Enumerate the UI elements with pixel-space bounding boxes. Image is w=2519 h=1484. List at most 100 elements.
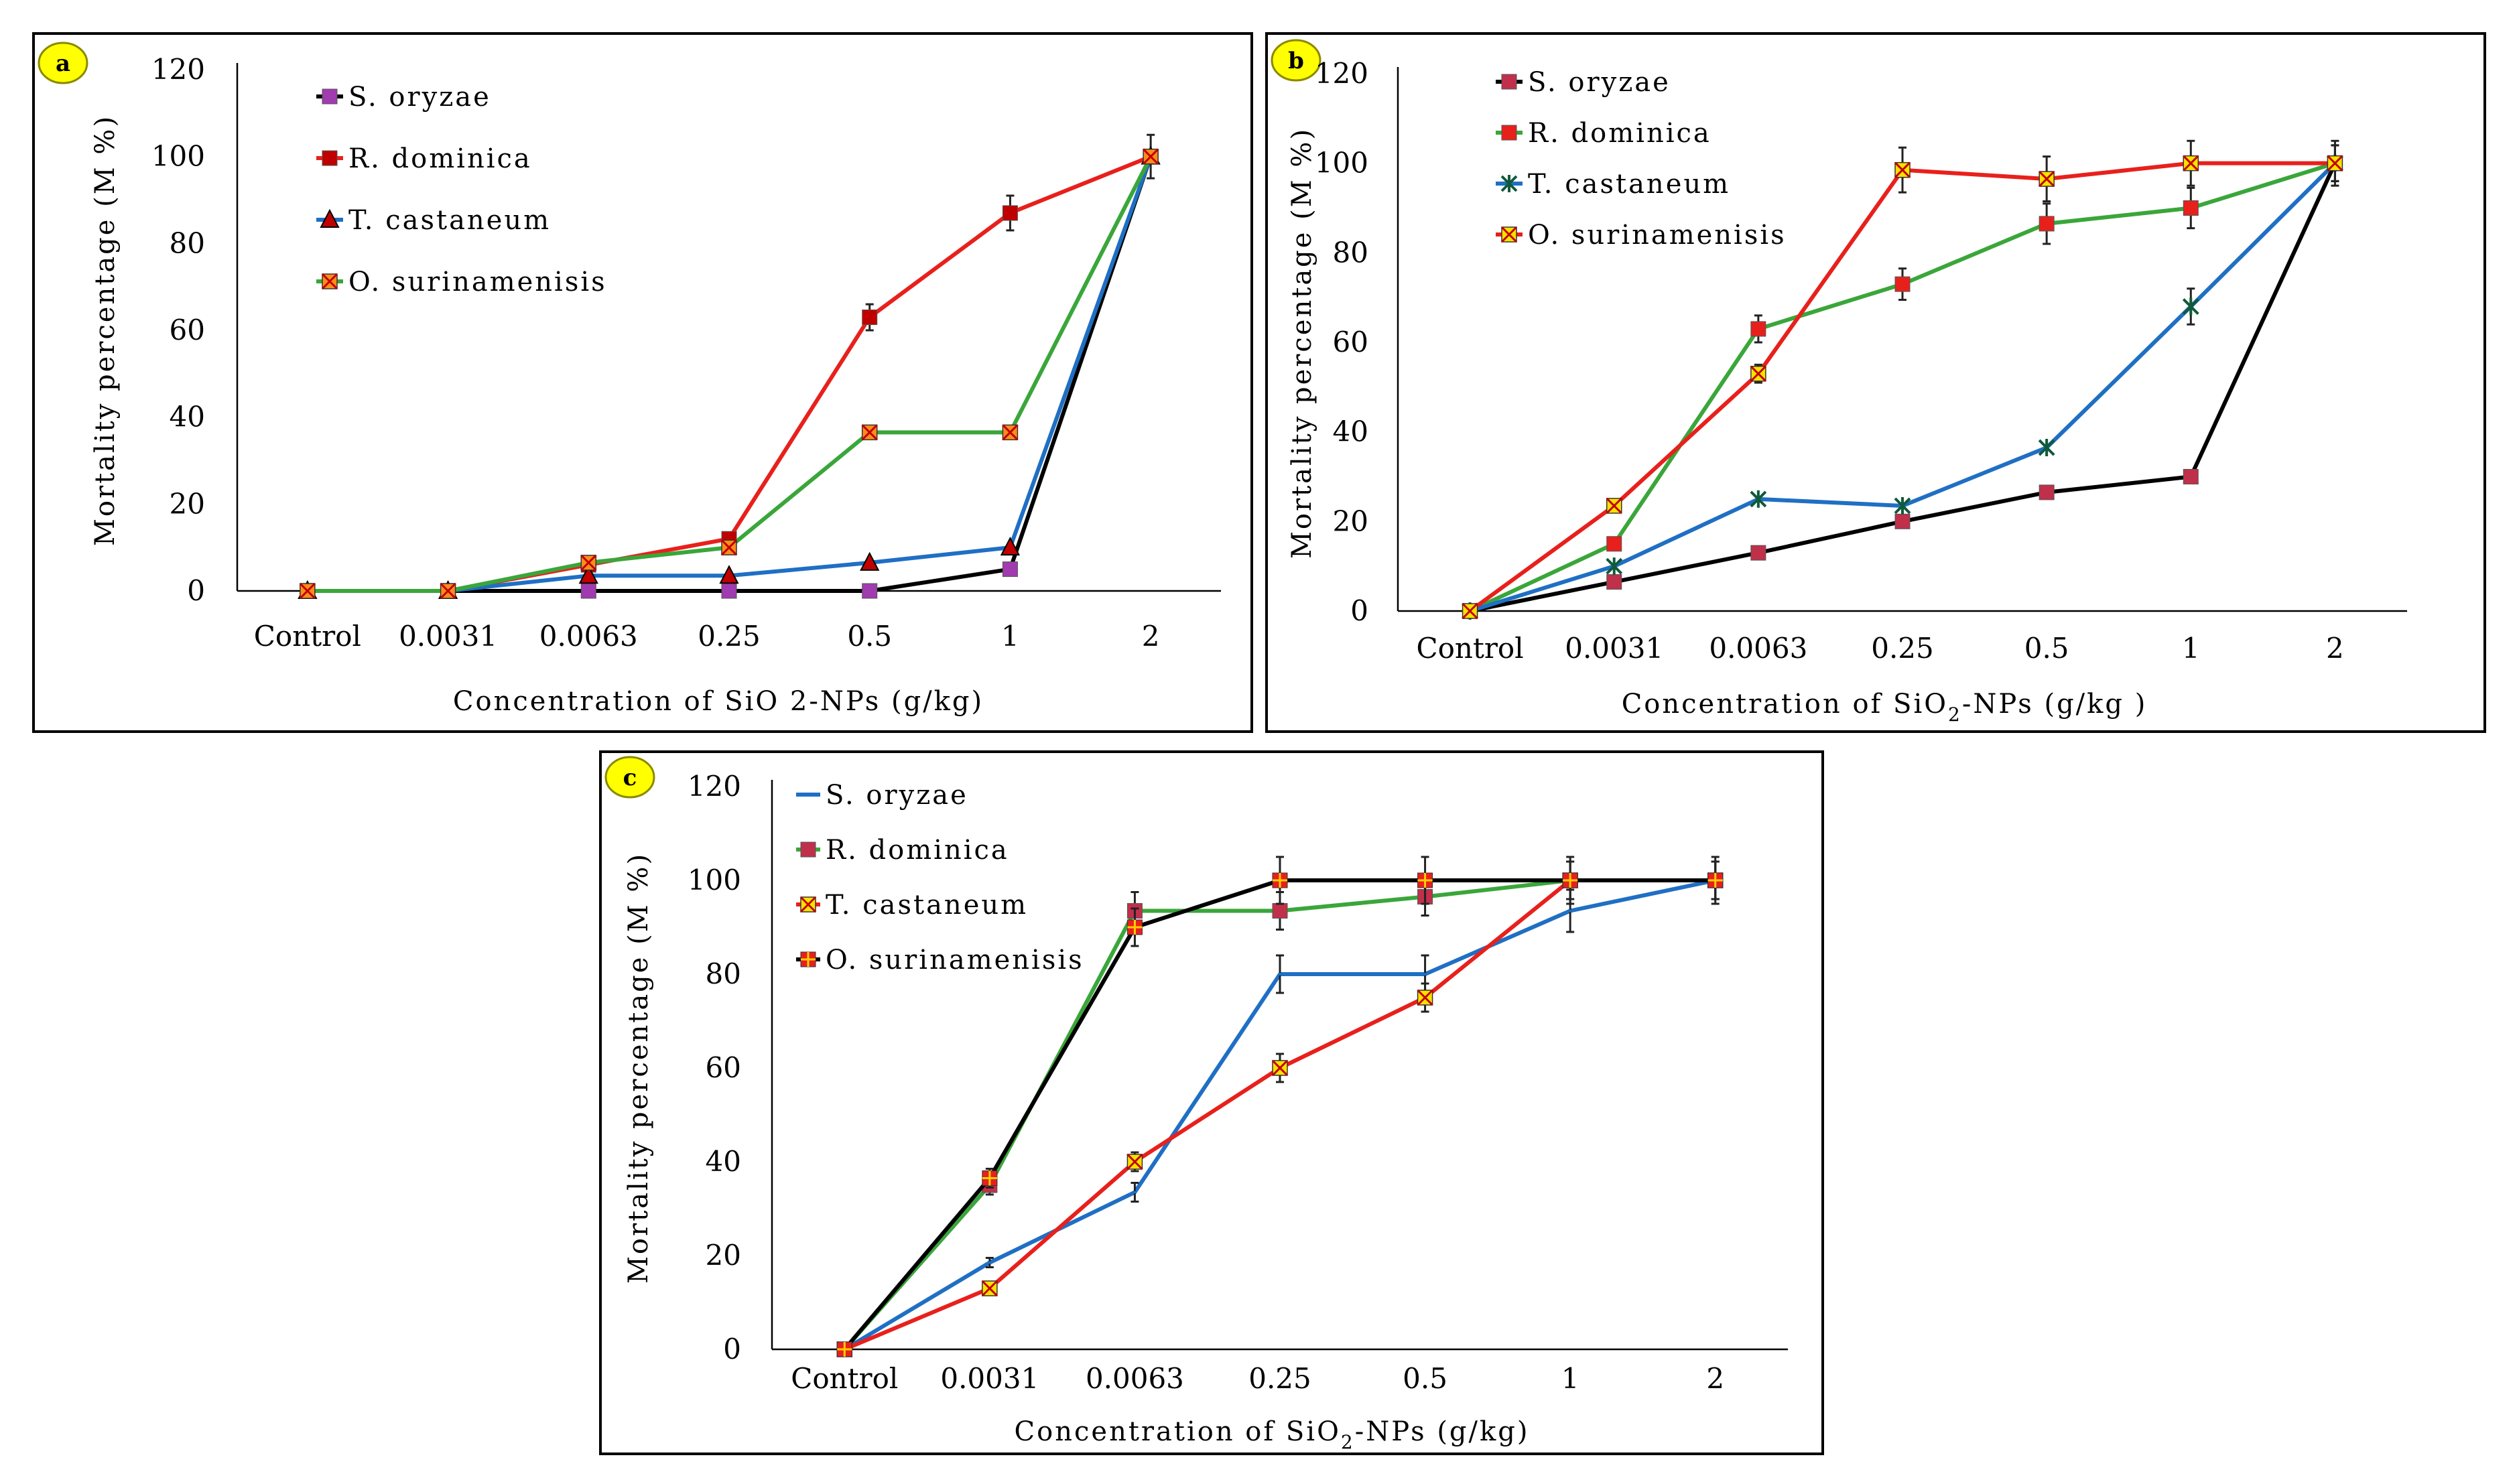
legend-r-dominica: R. dominica — [1496, 118, 1711, 149]
series-r-dominica-marker-2 — [1750, 321, 1766, 337]
series-o-surinamenisis-marker-4 — [2039, 170, 2055, 188]
legend-t-castaneum-label: T. castaneum — [1528, 169, 1730, 200]
legend-o-surinamenisis-label: O. surinamenisis — [1528, 220, 1787, 251]
series-s-oryzae-marker-1 — [1606, 574, 1622, 590]
series-o-surinamenisis-marker-3 — [720, 539, 738, 556]
chart-panel-b: b 0 20 40 60 80 100 120 Control 0.0031 0.0063 0.25 0… — [1265, 32, 2486, 733]
legend-o-surinamenisis: O. surinamenisis — [796, 945, 1084, 975]
series-s-oryzae-marker-3 — [1279, 973, 1281, 975]
panel-label-circle — [38, 42, 88, 84]
panel-label-badge: c — [604, 756, 655, 799]
y-tick-label: 60 — [706, 1051, 741, 1084]
series-s-oryzae-marker-2 — [1750, 545, 1766, 561]
legend-t-castaneum: T. castaneum — [316, 205, 551, 236]
legend-s-oryzae-label: S. oryzae — [1528, 67, 1671, 98]
x-tick-label: 1 — [1561, 1362, 1579, 1395]
series-s-oryzae-marker-2 — [1133, 1191, 1137, 1194]
series-s-oryzae-marker-4 — [2039, 484, 2055, 500]
series-o-surinamenisis-marker-3 — [1894, 161, 1911, 178]
series-o-surinamenisis — [1462, 139, 2343, 620]
series-t-castaneum-marker-4 — [1417, 989, 1433, 1006]
y-tick-label: 40 — [170, 401, 205, 433]
series-r-dominica-marker-3 — [1894, 276, 1911, 292]
series-r-dominica-marker-5 — [1002, 205, 1018, 221]
legend-t-castaneum-label: T. castaneum — [348, 205, 551, 236]
y-tick-label: 20 — [706, 1239, 741, 1272]
legend-r-dominica-marker-0 — [1501, 125, 1517, 141]
chart-panel-c: c 0 20 40 60 80 100 120 Control 0.0031 0.0063 0.25 0… — [599, 750, 1824, 1455]
series-o-surinamenisis-marker-0 — [1462, 602, 1478, 620]
series-o-surinamenisis-marker-2 — [580, 554, 597, 571]
legend-o-surinamenisis-label: O. surinamenisis — [348, 267, 607, 297]
x-axis-title: Concentration of SiO 2-NPs (g/kg) — [453, 686, 984, 717]
chart-panel-a: a 0 20 40 60 80 100 120 Control 0.0031 0.0063 0.25 0… — [32, 32, 1253, 733]
series-o-surinamenisis-marker-3 — [1272, 872, 1288, 888]
legend-o-surinamenisis-label: O. surinamenisis — [826, 945, 1084, 975]
x-tick-label: 0.0063 — [1709, 632, 1807, 665]
x-tick-label: 0.0031 — [940, 1362, 1039, 1395]
series-s-oryzae — [843, 860, 1720, 1351]
legend-r-dominica-marker-0 — [800, 841, 816, 858]
series-r-dominica — [836, 860, 1724, 1357]
legend-t-castaneum: T. castaneum — [796, 890, 1026, 921]
legend-r-dominica-label: R. dominica — [1528, 118, 1711, 149]
x-tick-label: 2 — [1706, 1362, 1724, 1395]
y-tick-label: 80 — [1333, 236, 1368, 269]
panel-label-text: a — [56, 50, 70, 77]
legend-r-dominica-label: R. dominica — [348, 143, 532, 174]
x-tick-label: 1 — [1001, 620, 1019, 653]
legend-t-castaneum-marker-0 — [1500, 175, 1518, 192]
series-t-castaneum-marker-2 — [1126, 1153, 1143, 1170]
x-tick-label: 0.5 — [1403, 1362, 1447, 1395]
series-r-dominica-marker-4 — [862, 310, 878, 326]
legend-s-oryzae-marker-0 — [807, 793, 810, 796]
y-tick-label: 80 — [706, 957, 741, 990]
x-axis-title: Concentration of SiO2-NPs (g/kg ) — [1622, 689, 2148, 726]
y-tick-label: 100 — [688, 864, 741, 896]
series-r-dominica-marker-1 — [1606, 536, 1622, 552]
legend: S. oryzae R. dominica T. castaneum O. surin… — [1496, 67, 1787, 251]
legend-o-surinamenisis-marker-0 — [321, 273, 338, 290]
legend-o-surinamenisis-marker-0 — [800, 951, 816, 967]
series-r-dominica-marker-4 — [2039, 216, 2055, 232]
y-tick-label: 120 — [151, 53, 205, 86]
series-t-castaneum-marker-2 — [1750, 490, 1767, 508]
series-o-surinamenisis-marker-4 — [861, 424, 878, 441]
series-t-castaneum-marker-3 — [719, 565, 739, 584]
series-o-surinamenisis-marker-6 — [1707, 872, 1724, 888]
series-t-castaneum-marker-1 — [981, 1280, 998, 1297]
legend-o-surinamenisis: O. surinamenisis — [1496, 220, 1787, 251]
legend-s-oryzae: S. oryzae — [316, 82, 489, 113]
series-t-castaneum-marker-4 — [2038, 439, 2055, 457]
y-tick-label: 100 — [1315, 147, 1368, 180]
series-o-surinamenisis-marker-1 — [440, 582, 456, 600]
series-o-surinamenisis-marker-5 — [2183, 155, 2199, 172]
series-o-surinamenisis-marker-6 — [1143, 148, 1159, 165]
y-tick-label: 0 — [723, 1333, 741, 1365]
legend-o-surinamenisis: O. surinamenisis — [316, 267, 607, 297]
series-o-surinamenisis — [299, 148, 1159, 600]
y-tick-label: 20 — [1333, 504, 1368, 537]
series-t-castaneum-marker-3 — [1894, 496, 1911, 515]
legend-s-oryzae: S. oryzae — [1496, 67, 1671, 98]
y-tick-label: 80 — [170, 226, 205, 259]
chart-b-svg: b 0 20 40 60 80 100 120 Control 0.0031 0.0063 0.25 0… — [1271, 39, 2407, 726]
legend-s-oryzae-marker-0 — [322, 88, 338, 105]
legend-t-castaneum-marker-0 — [320, 208, 340, 228]
series-s-oryzae-marker-4 — [862, 583, 878, 599]
series-o-surinamenisis-marker-4 — [1417, 872, 1433, 888]
legend-r-dominica: R. dominica — [316, 143, 532, 174]
y-axis-title: Mortality percentage (M %) — [90, 115, 121, 546]
chart-c-svg: c 0 20 40 60 80 100 120 Control 0.0031 0.0063 0.25 0… — [604, 756, 1788, 1453]
panel-label-badge: b — [1271, 39, 1321, 82]
x-tick-label: 0.25 — [1871, 632, 1934, 665]
series-o-surinamenisis-marker-1 — [1606, 497, 1622, 515]
series-s-oryzae-marker-3 — [1894, 513, 1911, 529]
y-tick-label: 40 — [706, 1145, 741, 1178]
series-t-castaneum-marker-5 — [1000, 536, 1021, 556]
panel-label-circle — [1271, 39, 1321, 82]
x-tick-label: 0.25 — [698, 620, 761, 653]
y-tick-label: 100 — [151, 140, 205, 173]
panel-label-badge: a — [38, 42, 88, 84]
legend-r-dominica-label: R. dominica — [826, 835, 1009, 866]
